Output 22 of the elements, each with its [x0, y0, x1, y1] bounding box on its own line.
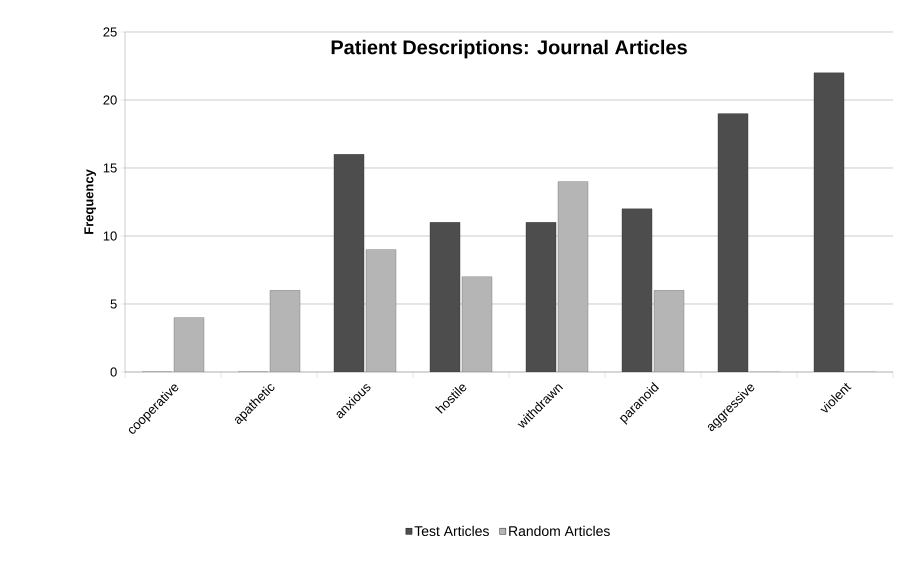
bar: [558, 181, 588, 372]
bar: [270, 290, 300, 372]
bar: [526, 222, 556, 372]
y-tick-label: 5: [110, 299, 117, 309]
bar: [654, 290, 684, 372]
bar: [622, 208, 652, 372]
chart-title: Patient Descriptions: Journal Articles: [332, 40, 687, 58]
y-tick-label: 10: [104, 231, 117, 241]
bar: [334, 154, 364, 372]
y-tick-label: 20: [103, 95, 117, 105]
bar: [366, 249, 396, 372]
y-tick-label: 15: [104, 163, 117, 173]
bar: [174, 317, 204, 372]
y-tick-label: 25: [103, 27, 117, 37]
bar: [462, 276, 492, 372]
legend-label: Test Articles: [414, 526, 489, 536]
y-tick-label: 0: [110, 367, 117, 377]
bar: [814, 72, 844, 372]
y-axis-title: Frequency: [84, 169, 96, 234]
bar: [718, 113, 748, 372]
bar: [430, 222, 460, 372]
legend-label: Random Articles: [509, 526, 610, 536]
